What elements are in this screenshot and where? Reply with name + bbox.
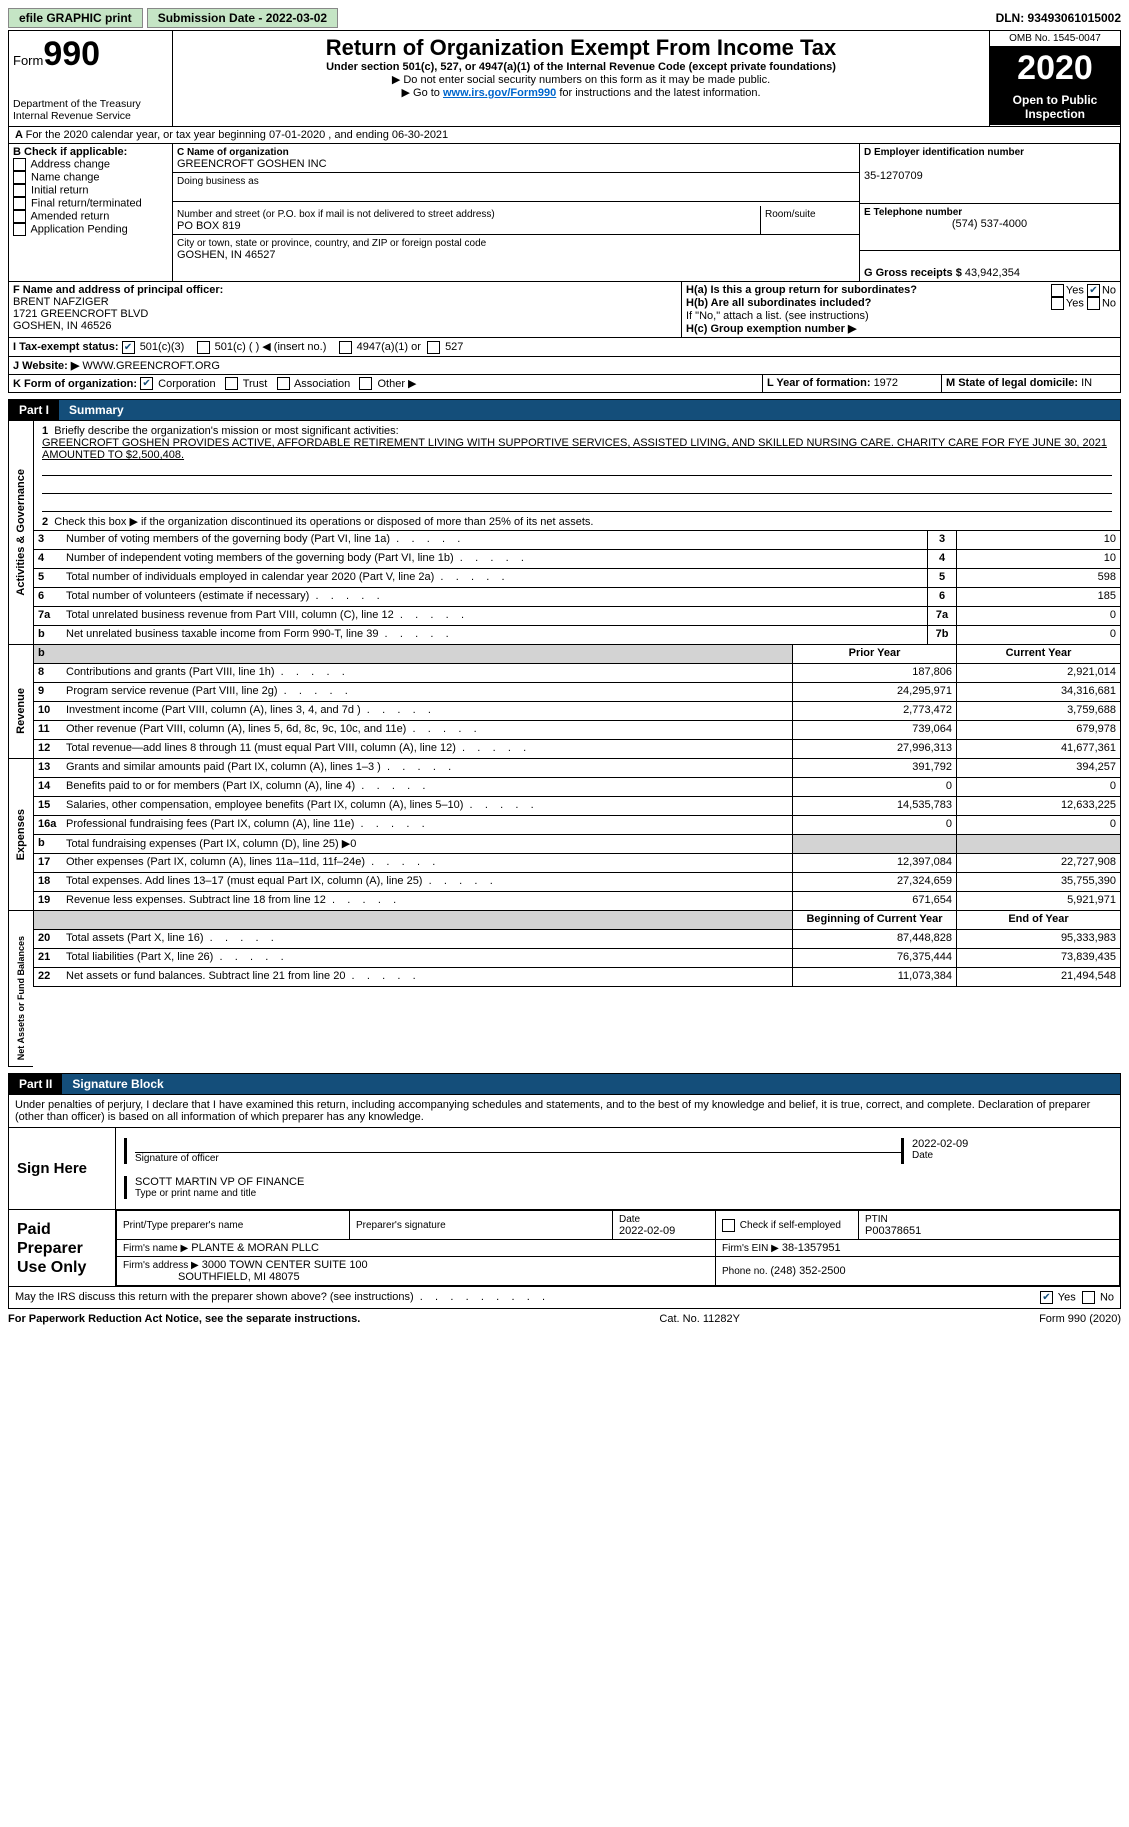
row-20: 20Total assets (Part X, line 16)87,448,8… [33,930,1121,949]
sig-date: 2022-02-09 [912,1138,1112,1150]
part1-governance: Activities & Governance 1 Briefly descri… [8,421,1121,645]
website: WWW.GREENCROFT.ORG [82,360,220,372]
part1-header: Part I Summary [8,399,1121,421]
section-c: C Name of organization GREENCROFT GOSHEN… [173,144,860,281]
efile-btn[interactable]: efile GRAPHIC print [8,8,143,28]
section-f: F Name and address of principal officer:… [9,282,682,337]
row-18: 18Total expenses. Add lines 13–17 (must … [33,873,1121,892]
part1-revenue: Revenue 8Contributions and grants (Part … [8,664,1121,759]
top-bar: efile GRAPHIC print Submission Date - 20… [8,8,1121,28]
row-13: 13Grants and similar amounts paid (Part … [33,759,1121,778]
irs-discuss: May the IRS discuss this return with the… [8,1287,1121,1309]
501c3-check[interactable] [122,341,135,354]
section-k: K Form of organization: Corporation Trus… [9,375,763,393]
part2-header: Part II Signature Block [8,1073,1121,1095]
org-name: GREENCROFT GOSHEN INC [177,158,327,170]
section-h: H(a) Is this a group return for subordin… [682,282,1120,337]
page-footer: For Paperwork Reduction Act Notice, see … [8,1313,1121,1325]
corp-check[interactable] [140,377,153,390]
note-link: ▶ Go to www.irs.gov/Form990 for instruct… [181,86,981,99]
row-12: 12Total revenue—add lines 8 through 11 (… [33,740,1121,759]
check-amended-return[interactable]: Amended return [13,210,168,223]
part1-netassets: Net Assets or Fund Balances 20Total asse… [8,930,1121,1067]
row-16a: 16aProfessional fundraising fees (Part I… [33,816,1121,835]
row-17: 17Other expenses (Part IX, column (A), l… [33,854,1121,873]
row-9: 9Program service revenue (Part VIII, lin… [33,683,1121,702]
row-7b: bNet unrelated business taxable income f… [33,626,1121,645]
row-21: 21Total liabilities (Part X, line 26)76,… [33,949,1121,968]
line-a: A For the 2020 calendar year, or tax yea… [8,127,1121,144]
city: GOSHEN, IN 46527 [177,249,275,261]
part1-expenses: Expenses 13Grants and similar amounts pa… [8,759,1121,911]
row-3: 3Number of voting members of the governi… [33,531,1121,550]
row-22: 22Net assets or fund balances. Subtract … [33,968,1121,987]
check-final-return-terminated[interactable]: Final return/terminated [13,197,168,210]
check-address-change[interactable]: Address change [13,158,168,171]
row-4: 4Number of independent voting members of… [33,550,1121,569]
form-header: Form990 Department of the Treasury Inter… [8,30,1121,127]
form-number: Form990 [13,35,168,74]
row-5: 5Total number of individuals employed in… [33,569,1121,588]
form-title: Return of Organization Exempt From Incom… [181,35,981,61]
phone: (574) 537-4000 [864,218,1115,230]
row-7a: 7aTotal unrelated business revenue from … [33,607,1121,626]
dln: DLN: 93493061015002 [996,11,1121,25]
dept-label: Department of the Treasury Internal Reve… [13,98,168,122]
subdate-btn: Submission Date - 2022-03-02 [147,8,338,28]
officer-name: SCOTT MARTIN VP OF FINANCE [135,1176,1112,1188]
section-i: I Tax-exempt status: 501(c)(3) 501(c) ( … [9,338,1120,356]
sign-here-block: Sign Here Signature of officer 2022-02-0… [8,1128,1121,1210]
row-14: 14Benefits paid to or for members (Part … [33,778,1121,797]
row-11: 11Other revenue (Part VIII, column (A), … [33,721,1121,740]
entity-block: B Check if applicable: Address change Na… [8,144,1121,282]
irs-yes-check[interactable] [1040,1291,1053,1304]
form-subtitle: Under section 501(c), 527, or 4947(a)(1)… [181,61,981,73]
paid-preparer-block: Paid Preparer Use Only Print/Type prepar… [8,1210,1121,1287]
omb-no: OMB No. 1545-0047 [990,31,1120,47]
ha-no-check[interactable] [1087,284,1100,297]
row-b: bTotal fundraising expenses (Part IX, co… [33,835,1121,854]
mission-text: GREENCROFT GOSHEN PROVIDES ACTIVE, AFFOR… [42,437,1112,461]
section-m: M State of legal domicile: IN [942,375,1120,393]
street: PO BOX 819 [177,220,241,232]
section-deg: D Employer identification number 35-1270… [860,144,1120,281]
declaration: Under penalties of perjury, I declare th… [8,1095,1121,1128]
irs-link[interactable]: www.irs.gov/Form990 [443,87,556,99]
tax-year: 2020 [990,47,1120,89]
ein: 35-1270709 [864,170,923,182]
row-10: 10Investment income (Part VIII, column (… [33,702,1121,721]
fh-block: F Name and address of principal officer:… [8,282,1121,338]
row-19: 19Revenue less expenses. Subtract line 1… [33,892,1121,911]
check-name-change[interactable]: Name change [13,171,168,184]
section-l: L Year of formation: 1972 [763,375,942,393]
note-ssn: ▶ Do not enter social security numbers o… [181,73,981,86]
row-15: 15Salaries, other compensation, employee… [33,797,1121,816]
open-public: Open to Public Inspection [990,89,1120,125]
check-application-pending[interactable]: Application Pending [13,223,168,236]
row-6: 6Total number of volunteers (estimate if… [33,588,1121,607]
gross-receipts: 43,942,354 [965,267,1020,279]
section-b: B Check if applicable: Address change Na… [9,144,173,281]
row-8: 8Contributions and grants (Part VIII, li… [33,664,1121,683]
section-j: J Website: ▶ WWW.GREENCROFT.ORG [9,357,1120,374]
check-initial-return[interactable]: Initial return [13,184,168,197]
